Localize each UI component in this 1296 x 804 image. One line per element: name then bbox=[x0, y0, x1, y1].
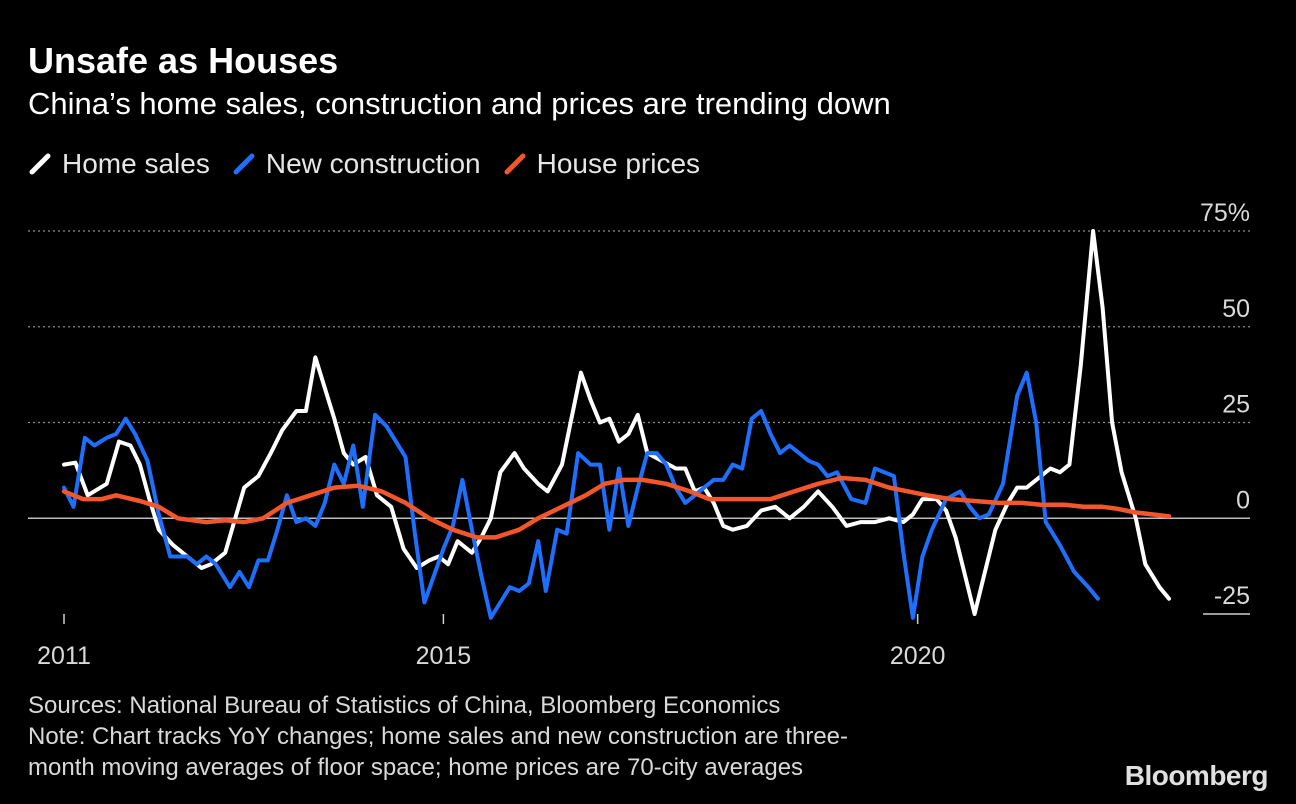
legend-swatch-home-sales bbox=[29, 153, 51, 175]
chart-footer: Sources: National Bureau of Statistics o… bbox=[28, 690, 848, 783]
x-tick-label-0: 2011 bbox=[37, 642, 91, 670]
legend-label-new-construction: New construction bbox=[265, 148, 481, 179]
chart-subtitle: China’s home sales, construction and pri… bbox=[28, 86, 891, 121]
sources-note: Sources: National Bureau of Statistics o… bbox=[28, 692, 781, 719]
y-tick-label-3: 0 bbox=[1236, 486, 1250, 514]
new-construction-line bbox=[62, 370, 1100, 620]
y-tick-label-1: 50 bbox=[1222, 295, 1250, 323]
y-tick-label-4: -25 bbox=[1214, 582, 1250, 610]
chart-title: Unsafe as Houses bbox=[28, 40, 339, 81]
legend-label-house-prices: House prices bbox=[536, 148, 701, 179]
chart-legend: Home sales New construction House prices bbox=[28, 148, 722, 180]
home-sales-line bbox=[62, 229, 1171, 616]
bloomberg-logo: Bloomberg bbox=[1124, 760, 1269, 791]
legend-item-new-construction: New construction bbox=[232, 148, 481, 180]
methodology-note-line-1: Note: Chart tracks YoY changes; home sal… bbox=[28, 723, 849, 750]
y-tick-label-2: 25 bbox=[1222, 391, 1250, 419]
x-tick-label-2: 2020 bbox=[890, 642, 946, 670]
methodology-note-line-2: month moving averages of floor space; ho… bbox=[28, 754, 804, 781]
legend-item-home-sales: Home sales bbox=[28, 148, 210, 180]
legend-item-house-prices: House prices bbox=[503, 148, 700, 180]
legend-label-home-sales: Home sales bbox=[62, 148, 210, 179]
house-prices-line bbox=[61, 475, 1172, 540]
legend-swatch-house-prices bbox=[504, 153, 526, 175]
y-tick-label-0: 75% bbox=[1200, 199, 1250, 227]
x-tick-label-1: 2015 bbox=[416, 642, 472, 670]
legend-swatch-new-construction bbox=[233, 153, 255, 175]
